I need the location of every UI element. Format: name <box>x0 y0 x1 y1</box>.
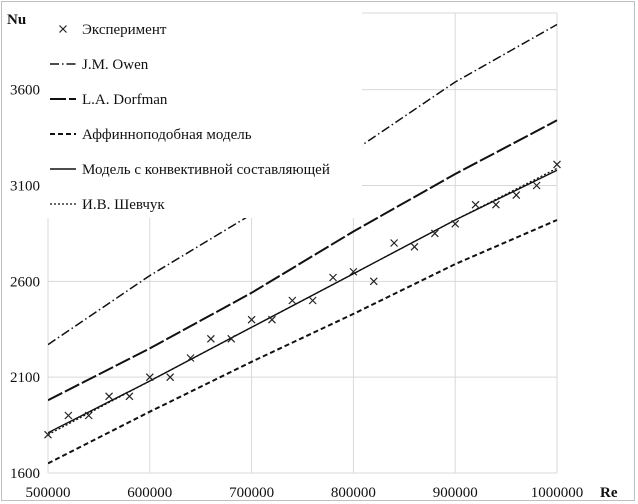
data-point-marker <box>84 411 93 420</box>
y-axis-label: Nu <box>7 12 26 28</box>
data-point-marker <box>247 315 256 324</box>
legend-entry: И.В. Шевчук <box>82 197 165 213</box>
data-point-marker <box>64 411 73 420</box>
legend-entry: Аффинноподобная модель <box>82 127 252 143</box>
x-tick-label: 700000 <box>229 485 274 501</box>
data-point-marker <box>288 296 297 305</box>
data-point-marker <box>227 334 236 343</box>
data-point-marker <box>329 273 337 282</box>
data-point-marker <box>369 277 378 286</box>
data-point-marker <box>206 334 215 343</box>
data-point-marker <box>105 392 114 401</box>
markers-layer <box>44 160 561 439</box>
x-axis-label: Re <box>600 485 618 501</box>
legend-entry: J.M. Owen <box>82 57 149 73</box>
data-point-marker <box>532 181 541 190</box>
legend-entry: Модель с конвективной составляющей <box>82 162 330 178</box>
x-tick-label: 600000 <box>127 485 172 501</box>
data-point-marker <box>186 354 195 362</box>
series-line <box>48 219 558 465</box>
data-point-marker <box>44 430 52 439</box>
x-tick-label: 1000000 <box>531 485 584 501</box>
data-point-marker <box>451 219 460 228</box>
data-point-marker <box>430 229 439 238</box>
data-point-marker <box>512 191 521 200</box>
data-point-marker <box>390 239 399 247</box>
y-tick-label: 3600 <box>10 83 40 99</box>
legend-entry: L.A. Dorfman <box>82 92 168 108</box>
data-point-marker <box>125 392 134 401</box>
tick-labels: 500000 600000 700000 800000 900000 1000000 160… <box>10 83 583 501</box>
data-point-marker <box>349 267 358 276</box>
data-point-marker <box>471 200 480 209</box>
x-tick-label: 800000 <box>331 485 376 501</box>
data-point-marker <box>410 242 419 251</box>
y-tick-label: 2600 <box>10 274 40 290</box>
y-tick-label: 1600 <box>10 466 40 482</box>
legend-background <box>44 10 362 218</box>
data-point-marker <box>308 296 317 305</box>
data-point-marker <box>268 315 276 324</box>
x-tick-label: 500000 <box>26 485 71 501</box>
data-point-marker <box>145 373 154 382</box>
legend-entry: Эксперимент <box>82 22 167 38</box>
data-point-marker <box>166 373 175 382</box>
y-tick-label: 2100 <box>10 370 40 386</box>
legend-marker <box>59 25 67 33</box>
data-point-marker <box>491 200 500 209</box>
series-line <box>48 119 558 402</box>
legend: Эксперимент J.M. Owen L.A. Dorfman Аффинноп… <box>44 10 362 218</box>
y-tick-label: 3100 <box>10 179 40 195</box>
x-tick-label: 900000 <box>433 485 478 501</box>
data-point-marker <box>553 160 561 169</box>
